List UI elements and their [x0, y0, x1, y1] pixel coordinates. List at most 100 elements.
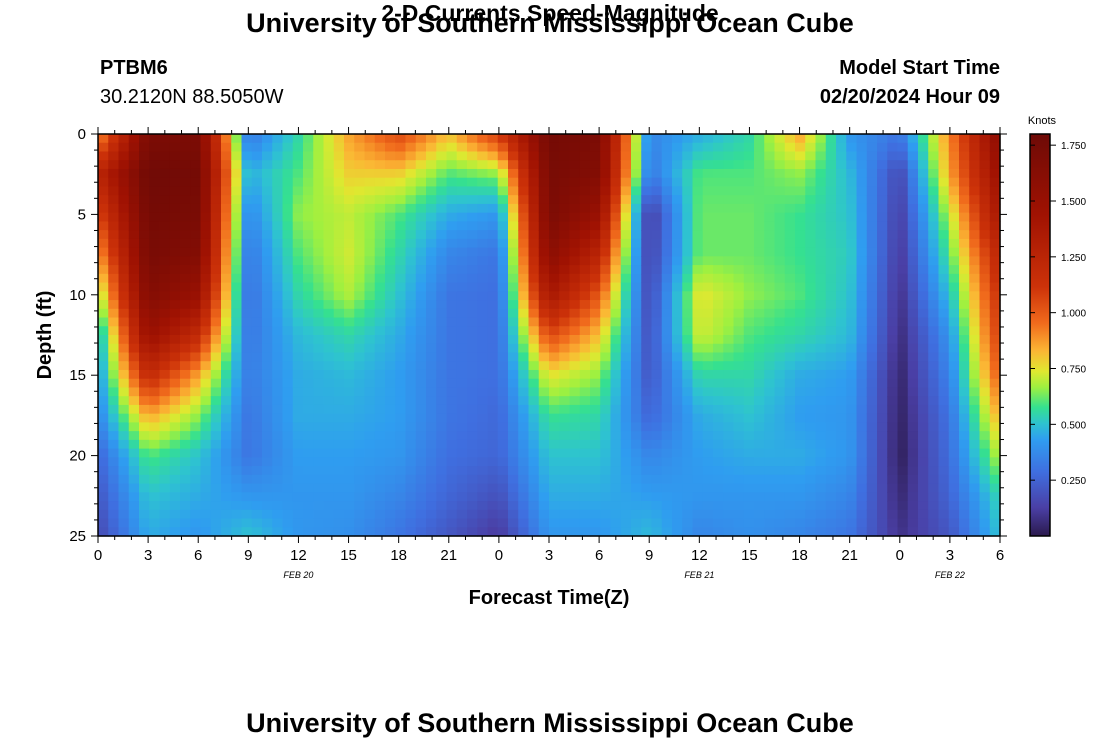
heatmap-cell: [180, 361, 191, 371]
heatmap-cell: [405, 474, 417, 485]
heatmap-cell: [231, 256, 243, 266]
heatmap-cell: [754, 326, 765, 336]
heatmap-cell: [128, 483, 140, 493]
heatmap-cell: [579, 291, 591, 301]
heatmap-cell: [846, 177, 858, 188]
heatmap-cell: [405, 518, 417, 528]
heatmap-cell: [333, 457, 345, 467]
heatmap-cell: [477, 466, 489, 476]
heatmap-cell: [159, 256, 171, 266]
heatmap-cell: [323, 439, 335, 450]
heatmap-cell: [825, 335, 837, 345]
heatmap-cell: [518, 369, 530, 380]
heatmap-cell: [969, 273, 981, 284]
heatmap-cell: [620, 265, 632, 275]
heatmap-cell: [979, 177, 991, 188]
heatmap-cell: [497, 343, 509, 354]
heatmap-cell: [928, 326, 940, 336]
heatmap-cell: [180, 230, 191, 240]
heatmap-cell: [856, 317, 868, 327]
heatmap-cell: [221, 387, 232, 397]
heatmap-cell: [672, 142, 683, 153]
heatmap-cell: [477, 474, 489, 485]
heatmap-cell: [241, 186, 253, 196]
heatmap-cell: [549, 369, 560, 380]
heatmap-cell: [344, 203, 355, 214]
heatmap-cell: [866, 186, 878, 196]
heatmap-cell: [938, 300, 950, 310]
heatmap-cell: [805, 203, 817, 214]
heatmap-cell: [825, 439, 837, 450]
heatmap-cell: [743, 221, 755, 231]
heatmap-cell: [405, 273, 417, 284]
heatmap-cell: [262, 151, 273, 161]
heatmap-cell: [928, 352, 940, 362]
heatmap-cell: [641, 527, 653, 537]
heatmap-cell: [641, 282, 653, 292]
heatmap-cell: [805, 168, 817, 179]
heatmap-cell: [344, 326, 355, 336]
heatmap-cell: [303, 439, 314, 450]
heatmap-cell: [364, 509, 376, 520]
heatmap-cell: [139, 527, 150, 537]
heatmap-cell: [620, 212, 632, 222]
heatmap-cell: [795, 369, 806, 380]
heatmap-cell: [692, 230, 704, 240]
heatmap-cell: [784, 378, 796, 389]
heatmap-cell: [723, 273, 735, 284]
heatmap-cell: [426, 352, 437, 362]
heatmap-cell: [405, 527, 417, 537]
heatmap-cell: [139, 413, 150, 423]
heatmap-cell: [405, 256, 417, 266]
heatmap-cell: [825, 448, 837, 458]
heatmap-cell: [713, 177, 724, 188]
heatmap-cell: [374, 492, 386, 502]
heatmap-cell: [415, 404, 427, 415]
heatmap-cell: [866, 151, 878, 161]
heatmap-cell: [508, 378, 519, 389]
heatmap-cell: [795, 212, 806, 222]
heatmap-cell: [303, 369, 314, 380]
heatmap-cell: [692, 492, 704, 502]
heatmap-cell: [395, 466, 407, 476]
heatmap-cell: [139, 221, 150, 231]
heatmap-cell: [508, 221, 519, 231]
heatmap-cell: [733, 142, 745, 153]
heatmap-cell: [825, 151, 837, 161]
heatmap-cell: [364, 396, 376, 406]
heatmap-cell: [272, 308, 284, 319]
heatmap-cell: [518, 387, 530, 397]
heatmap-cell: [651, 160, 663, 170]
heatmap-cell: [661, 431, 673, 441]
heatmap-cell: [836, 238, 847, 249]
heatmap-cell: [743, 256, 755, 266]
heatmap-cell: [282, 134, 294, 144]
heatmap-cell: [846, 396, 858, 406]
heatmap-cell: [98, 439, 109, 450]
heatmap-cell: [918, 212, 929, 222]
heatmap-cell: [180, 387, 191, 397]
heatmap-cell: [374, 501, 386, 511]
heatmap-cell: [139, 518, 150, 528]
heatmap-cell: [692, 177, 704, 188]
heatmap-cell: [610, 466, 622, 476]
heatmap-cell: [815, 247, 827, 257]
heatmap-cell: [805, 177, 817, 188]
heatmap-cell: [928, 256, 940, 266]
heatmap-cell: [877, 466, 888, 476]
heatmap-cell: [395, 509, 407, 520]
heatmap-cell: [631, 282, 642, 292]
heatmap-cell: [364, 431, 376, 441]
heatmap-cell: [231, 273, 243, 284]
heatmap-cell: [692, 247, 704, 257]
heatmap-cell: [210, 151, 222, 161]
heatmap-cell: [918, 160, 929, 170]
heatmap-cell: [282, 448, 294, 458]
heatmap-cell: [118, 378, 130, 389]
heatmap-cell: [795, 326, 806, 336]
heatmap-cell: [959, 352, 970, 362]
heatmap-cell: [190, 203, 202, 214]
heatmap-cell: [282, 195, 294, 205]
heatmap-cell: [313, 466, 325, 476]
heatmap-cell: [743, 501, 755, 511]
